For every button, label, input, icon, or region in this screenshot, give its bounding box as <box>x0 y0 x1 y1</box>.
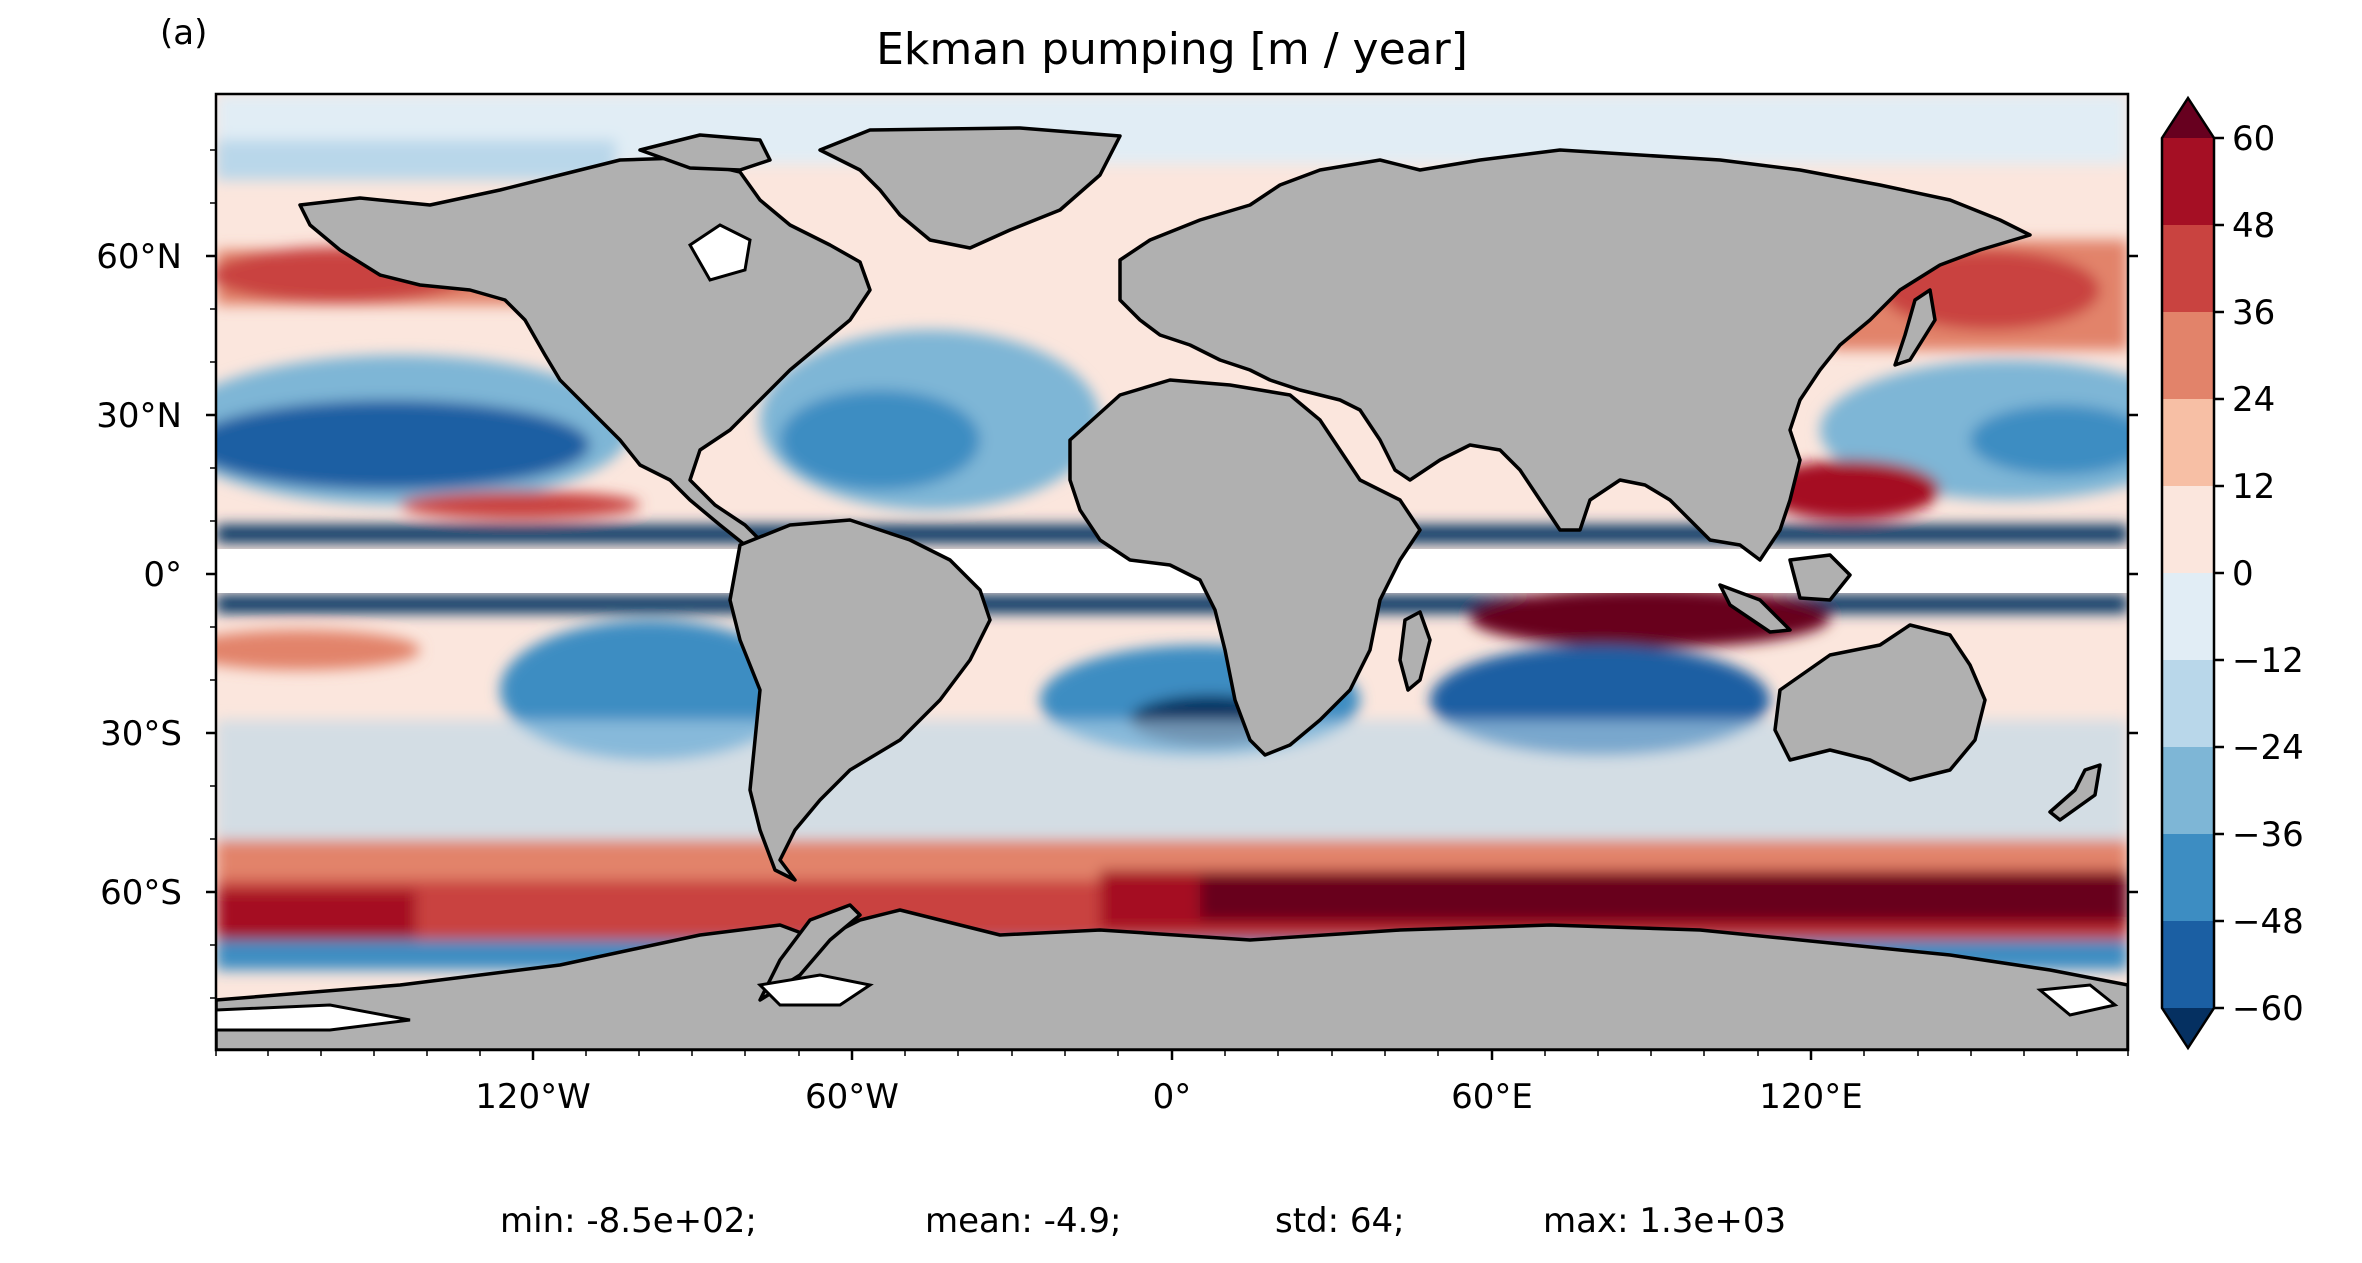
y-tick-label-eq: 0° <box>143 555 182 595</box>
eurasia <box>1118 148 2032 562</box>
colorbar-segment <box>2162 486 2214 574</box>
y-tick-label-30n: 30°N <box>96 396 182 436</box>
colorbar-extend-min <box>2162 1008 2214 1048</box>
stat-min: min: -8.5e+02; <box>500 1201 757 1241</box>
new-zealand <box>2048 763 2102 822</box>
colorbar-segment <box>2162 747 2214 835</box>
x-axis <box>531 1050 1813 1060</box>
south-america <box>728 518 992 882</box>
africa <box>1068 378 1422 757</box>
colorbar-segment <box>2162 660 2214 748</box>
panel-label: (a) <box>160 13 207 53</box>
land-mask <box>216 126 2128 1050</box>
colorbar-tick-label: 48 <box>2232 206 2275 246</box>
greenland <box>818 126 1122 250</box>
colorbar-segment <box>2162 312 2214 400</box>
antarctic-peninsula <box>758 903 862 1002</box>
colorbar-tick-label: −36 <box>2232 815 2304 855</box>
x-tick-label-60e: 60°E <box>1451 1077 1533 1117</box>
stat-max: max: 1.3e+03 <box>1543 1201 1786 1241</box>
y-minor-ticks <box>210 149 216 999</box>
colorbar-segment <box>2162 225 2214 313</box>
colorbar-tick-label: −48 <box>2232 902 2304 942</box>
colorbar-segment <box>2162 834 2214 922</box>
colorbar-tick-label: −12 <box>2232 641 2304 681</box>
stat-mean: mean: -4.9; <box>925 1201 1121 1241</box>
stat-std: std: 64; <box>1275 1201 1405 1241</box>
colorbar-tick-label: −24 <box>2232 728 2304 768</box>
missing-data-patches <box>216 223 2119 1032</box>
x-tick-label-120w: 120°W <box>475 1077 591 1117</box>
colorbar-tick-label: 60 <box>2232 119 2275 159</box>
colorbar-tick-label: −60 <box>2232 989 2304 1029</box>
y-tick-label-30s: 30°S <box>100 714 182 754</box>
colorbar-extend-max <box>2162 98 2214 138</box>
arctic-islands <box>638 133 772 172</box>
x-tick-label-60w: 60°W <box>805 1077 899 1117</box>
colorbar: 60 48 36 24 12 0 −12 −24 −36 −48 −60 <box>2160 95 2304 1051</box>
y-axis <box>206 254 2138 894</box>
y-tick-label-60s: 60°S <box>100 873 182 913</box>
madagascar <box>1398 610 1432 692</box>
x-tick-label-120e: 120°E <box>1759 1077 1862 1117</box>
antarctica <box>216 908 2128 1050</box>
colorbar-segment <box>2162 573 2214 661</box>
colorbar-segment <box>2162 921 2214 1009</box>
colorbar-tick-label: 0 <box>2232 554 2254 594</box>
x-tick-label-0: 0° <box>1153 1077 1192 1117</box>
australia <box>1773 623 1987 782</box>
x-minor-ticks <box>215 1050 2129 1056</box>
sumatra <box>1718 583 1792 634</box>
japan <box>1893 288 1937 367</box>
map-title: Ekman pumping [m / year] <box>876 24 1468 75</box>
colorbar-segment <box>2162 399 2214 487</box>
colorbar-tick-label: 12 <box>2232 467 2275 507</box>
y-tick-label-60n: 60°N <box>96 237 182 277</box>
borneo <box>1788 553 1852 602</box>
colorbar-segment <box>2162 138 2214 226</box>
colorbar-tick-label: 24 <box>2232 380 2275 420</box>
colorbar-tick-label: 36 <box>2232 293 2275 333</box>
